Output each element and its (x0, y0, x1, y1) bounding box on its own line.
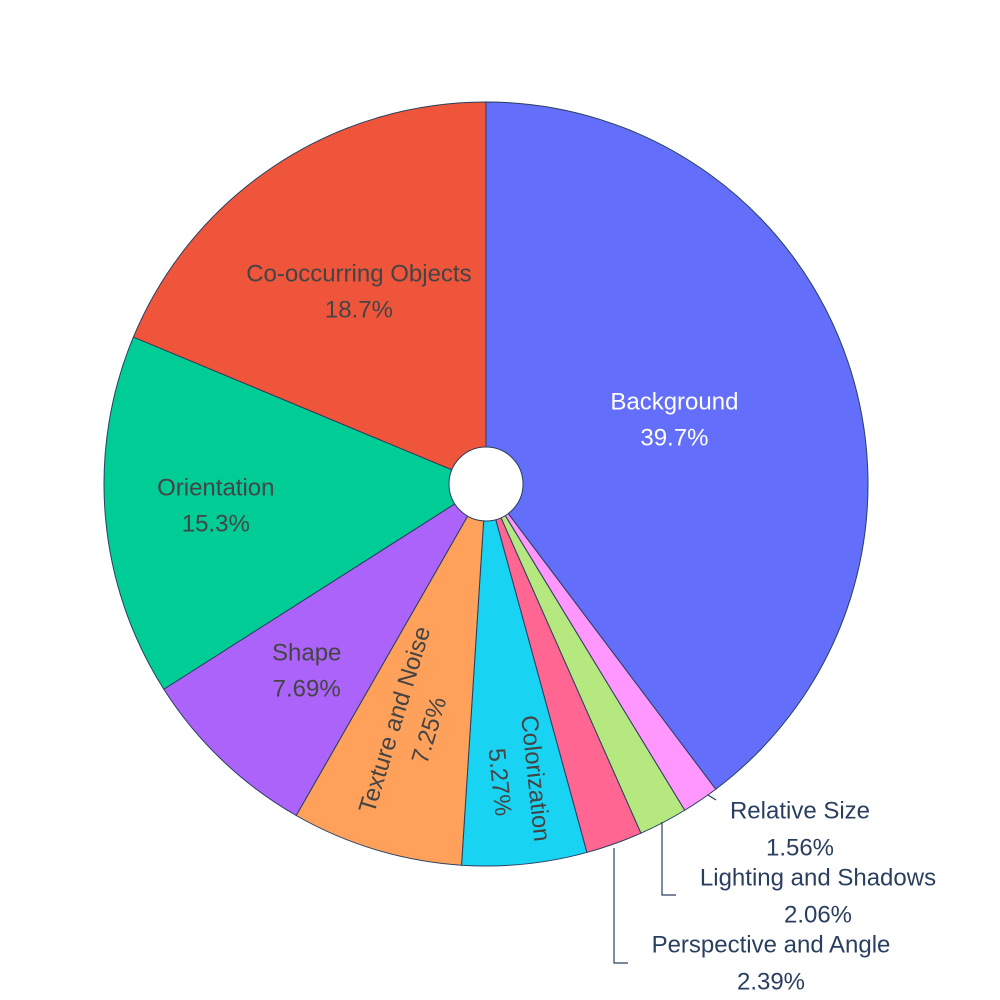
slice-label-percent: 1.56% (766, 834, 834, 861)
slice-label-name: Perspective and Angle (652, 931, 891, 958)
leader-line-perspective-and-angle (613, 848, 628, 964)
slice-label-name: Lighting and Shadows (700, 864, 936, 891)
pie-slice-co-occurring-objects (132, 101, 487, 485)
slice-label-name: Background (610, 388, 738, 415)
pie-slice-texture-and-noise (295, 483, 487, 866)
slice-label-perspective-and-angle: Perspective and Angle 2.39% (652, 931, 891, 995)
leader-line-relative-size (707, 794, 717, 801)
slice-label-name: Shape (272, 639, 341, 666)
slice-label-percent: 2.39% (737, 968, 805, 995)
slice-label-relative-size: Relative Size 1.56% (730, 797, 870, 861)
slice-label-percent: 2.06% (784, 901, 852, 928)
slice-label-orientation: Orientation 15.3% (157, 475, 274, 538)
slice-label-background: Background 39.7% (610, 388, 738, 451)
pie-slice-orientation (103, 336, 488, 690)
slice-label-name: Co-occurring Objects (246, 261, 471, 288)
slice-label-percent: 39.7% (640, 424, 708, 451)
slice-label-name: Relative Size (730, 797, 870, 824)
leader-lines (613, 794, 717, 964)
leader-line-lighting-and-shadows (661, 822, 676, 896)
slice-label-co-occurring-objects: Co-occurring Objects 18.7% (246, 261, 471, 324)
pie-hole (448, 446, 524, 522)
pie-slice-background (485, 101, 869, 790)
slice-label-name: Orientation (157, 475, 274, 502)
slice-label-shape: Shape 7.69% (272, 639, 341, 702)
slice-label-lighting-and-shadows: Lighting and Shadows 2.06% (700, 864, 936, 928)
slice-label-percent: 15.3% (182, 511, 250, 538)
pie-slice-shape (163, 483, 487, 817)
pie-slices (103, 101, 869, 867)
slice-label-percent: 18.7% (325, 297, 393, 324)
slice-label-percent: 7.69% (273, 675, 341, 702)
